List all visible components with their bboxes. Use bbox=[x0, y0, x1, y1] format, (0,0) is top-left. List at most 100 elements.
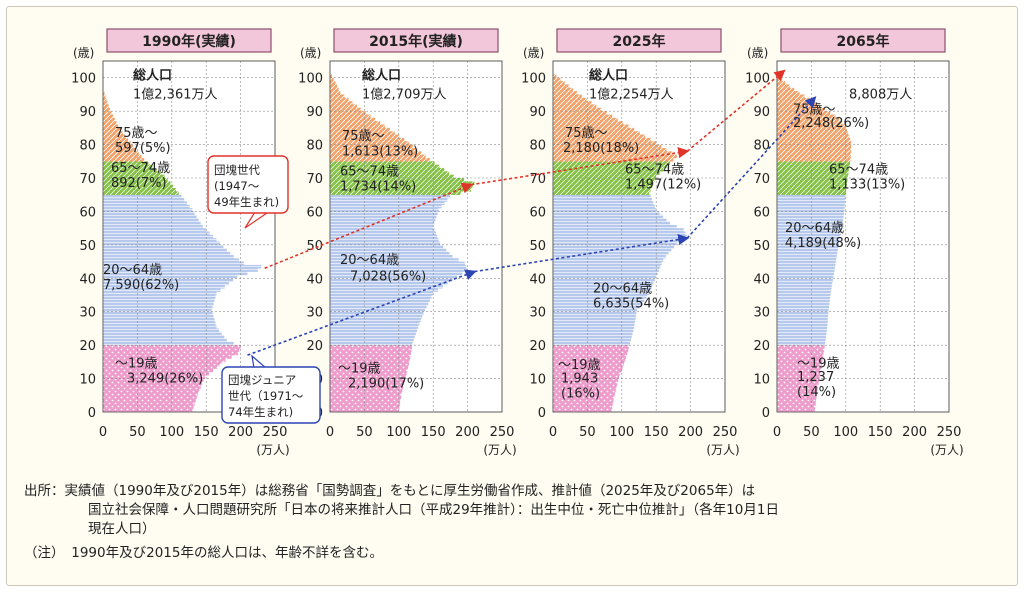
dankai-cohort-arrow bbox=[264, 182, 474, 269]
age-bar bbox=[553, 174, 657, 179]
total-population-value: 1億2,709万人 bbox=[362, 86, 447, 102]
age-bar bbox=[777, 147, 852, 152]
age-group-share: (16%) bbox=[561, 387, 600, 402]
age-bar bbox=[103, 335, 225, 339]
age-bar bbox=[553, 224, 677, 229]
age-group-name: 75歳～ bbox=[793, 102, 836, 117]
age-bar bbox=[553, 345, 630, 349]
age-group-name: 65～74歳 bbox=[829, 163, 888, 178]
y-tick-label: 10 bbox=[753, 373, 770, 388]
age-bar bbox=[777, 348, 825, 353]
age-bar bbox=[777, 144, 852, 149]
y-tick-label: 50 bbox=[79, 239, 96, 254]
age-bar bbox=[777, 325, 828, 329]
age-bar bbox=[777, 161, 851, 165]
age-bar bbox=[330, 358, 410, 363]
age-bar bbox=[330, 141, 410, 145]
age-group-name: ～19歳 bbox=[558, 358, 601, 373]
age-group-value: 3,249(26%) bbox=[127, 372, 203, 387]
age-group-name: 75歳～ bbox=[342, 129, 385, 144]
age-group-value: 2,190(17%) bbox=[348, 377, 424, 392]
age-bar bbox=[777, 274, 834, 279]
age-bar bbox=[330, 208, 439, 212]
age-group-value: 7,590(62%) bbox=[103, 278, 179, 293]
age-bar bbox=[330, 385, 404, 389]
age-bar bbox=[777, 278, 833, 282]
junior-callout-line: 74年生まれ) bbox=[228, 405, 293, 419]
junior-cohort-arrow bbox=[686, 96, 817, 239]
age-bar bbox=[777, 114, 836, 119]
age-bar bbox=[330, 325, 419, 329]
x-axis-label: (万人) bbox=[930, 443, 963, 457]
age-group-value: 892(7%) bbox=[111, 176, 167, 191]
age-group-value: 1,497(12%) bbox=[625, 178, 701, 193]
age-bar bbox=[553, 101, 592, 105]
age-bar bbox=[103, 221, 201, 226]
age-bar bbox=[103, 264, 262, 269]
age-bar bbox=[330, 111, 366, 115]
age-bar bbox=[777, 375, 820, 379]
age-bar bbox=[103, 234, 214, 239]
age-bar bbox=[777, 151, 851, 155]
age-bar bbox=[330, 234, 438, 239]
age-bar bbox=[777, 181, 848, 185]
age-bar bbox=[103, 248, 227, 252]
age-bar bbox=[330, 87, 339, 92]
age-bar bbox=[330, 224, 434, 229]
panel-title: 1990年(実績) bbox=[142, 33, 236, 50]
y-tick-label: 60 bbox=[529, 205, 546, 220]
age-bar bbox=[553, 111, 607, 115]
age-bar bbox=[553, 341, 631, 346]
age-bar bbox=[330, 355, 411, 359]
age-bar bbox=[330, 154, 426, 159]
age-bar bbox=[103, 147, 137, 152]
age-bar bbox=[103, 107, 110, 112]
age-bar bbox=[103, 154, 142, 159]
age-bar bbox=[330, 258, 459, 262]
age-group-name: 65～74歳 bbox=[340, 164, 399, 179]
age-bar bbox=[553, 335, 632, 339]
age-bar bbox=[777, 258, 837, 262]
age-bar bbox=[777, 201, 845, 205]
x-tick-label: 200 bbox=[228, 425, 253, 440]
age-bar bbox=[553, 315, 636, 319]
age-bar bbox=[330, 375, 406, 379]
age-bar bbox=[330, 311, 424, 316]
age-bar bbox=[103, 127, 121, 132]
panel-title: 2065年 bbox=[837, 33, 890, 50]
age-bar bbox=[330, 295, 432, 299]
age-bar bbox=[103, 91, 105, 95]
x-axis-label: (万人) bbox=[256, 443, 289, 457]
age-bar bbox=[553, 271, 658, 276]
age-bar bbox=[777, 154, 851, 159]
x-axis-label: (万人) bbox=[483, 443, 516, 457]
age-group-value: 1,943 bbox=[561, 372, 598, 387]
age-bar bbox=[330, 301, 429, 306]
age-bar bbox=[103, 295, 216, 299]
plot-border bbox=[552, 60, 726, 413]
age-group-name: ～19歳 bbox=[115, 357, 158, 372]
age-bar bbox=[553, 408, 612, 413]
age-bar bbox=[777, 388, 818, 393]
age-bar bbox=[330, 284, 443, 289]
age-bar bbox=[103, 218, 199, 222]
age-bar bbox=[103, 271, 248, 276]
age-bar bbox=[777, 305, 830, 309]
age-bar bbox=[330, 174, 454, 179]
age-bar bbox=[553, 228, 684, 232]
total-population-label: 総人口 bbox=[362, 67, 401, 83]
age-bar bbox=[103, 114, 114, 119]
age-bar bbox=[103, 288, 221, 292]
age-bar bbox=[330, 348, 412, 353]
age-bar bbox=[777, 254, 837, 259]
age-bar bbox=[553, 281, 654, 286]
age-bar bbox=[103, 151, 139, 155]
age-bar bbox=[777, 221, 843, 226]
age-bar bbox=[330, 395, 402, 399]
age-bar bbox=[553, 104, 597, 109]
age-bar bbox=[553, 264, 661, 269]
age-bar bbox=[777, 311, 829, 316]
age-bar bbox=[553, 258, 664, 262]
age-bar bbox=[553, 284, 653, 289]
age-bar bbox=[103, 301, 214, 306]
